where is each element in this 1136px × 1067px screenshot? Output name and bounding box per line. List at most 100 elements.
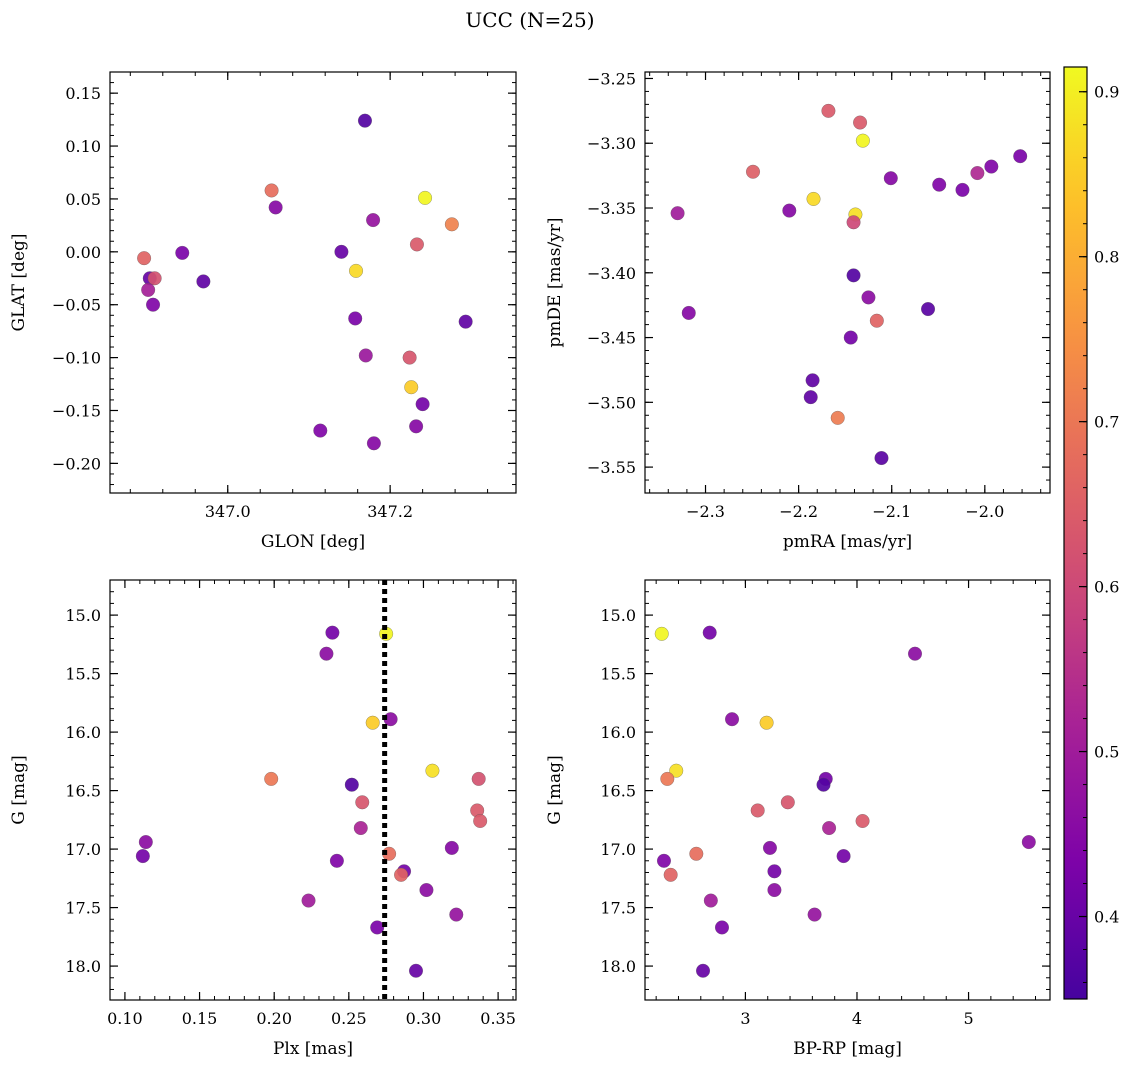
- y-tick-label: −3.30: [587, 134, 636, 153]
- colorbar: 0.4 0.5 0.6 0.7 0.8 0.9: [1063, 66, 1119, 1000]
- colorbar-tick-label: 0.9: [1094, 83, 1119, 102]
- scatter-point: [264, 183, 279, 198]
- y-tick-label: 18.0: [65, 957, 101, 976]
- scatter-point: [970, 165, 985, 181]
- scatter-point: [782, 203, 797, 218]
- scatter-point: [268, 200, 283, 215]
- scatter-point: [344, 777, 359, 792]
- y-tick-label: 0.10: [65, 137, 101, 156]
- x-tick-label: 0.25: [331, 1009, 367, 1028]
- scatter-point: [1021, 835, 1036, 850]
- x-tick-label: 3: [740, 1009, 750, 1028]
- scatter-point: [1013, 149, 1028, 164]
- scatter-point: [137, 251, 152, 266]
- x-tick-label: 347.2: [367, 502, 413, 521]
- y-tick-label: 15.0: [65, 606, 101, 625]
- y-tick-label: 16.5: [65, 782, 101, 801]
- scatter-point: [670, 206, 685, 221]
- scatter-point: [830, 410, 845, 425]
- y-tick-label: 16.5: [600, 782, 636, 801]
- y-tick-label: −0.15: [52, 401, 101, 420]
- y-axis-label: G [mag]: [9, 755, 29, 824]
- scatter-point: [861, 290, 876, 305]
- panel-glon-glat: 347.0 347.2 0.15 0.10 0.05 0.00 −0.05 −0.10 −0.1…: [9, 71, 517, 552]
- scatter-point: [141, 282, 156, 297]
- x-tick-label: 0.20: [256, 1009, 292, 1028]
- scatter-point: [750, 803, 765, 818]
- scatter-point: [370, 920, 385, 935]
- panel-plx-g: 0.10 0.15 0.20 0.25 0.30 0.35 15.0 15.5 16.0 16.5…: [9, 579, 517, 1059]
- scatter-point: [415, 397, 430, 412]
- points: [654, 625, 1036, 978]
- scatter-point: [334, 244, 349, 259]
- figure-title: UCC (N=25): [465, 8, 594, 32]
- scatter-point: [404, 380, 419, 395]
- scatter-point: [402, 350, 417, 365]
- scatter-point: [355, 795, 370, 810]
- scatter-point: [196, 274, 211, 289]
- scatter-point: [319, 646, 334, 661]
- y-tick-label: 15.0: [600, 606, 636, 625]
- scatter-point: [984, 159, 999, 174]
- scatter-point: [656, 853, 672, 868]
- scatter-point: [654, 626, 669, 641]
- scatter-point: [762, 840, 778, 855]
- scatter-point: [846, 268, 861, 283]
- scatter-point: [955, 182, 970, 197]
- scatter-point: [663, 867, 678, 882]
- scatter-point: [874, 450, 889, 466]
- panel-pmra-pmde: −2.3 −2.2 −2.1 −2.0 −3.25 −3.30 −3.35 −3.40 −3.4…: [545, 69, 1051, 552]
- colorbar-tick-label: 0.6: [1094, 578, 1119, 597]
- scatter-point: [348, 311, 363, 326]
- y-tick-label: 0.05: [65, 190, 101, 209]
- x-tick-label: 347.0: [205, 502, 251, 521]
- scatter-point: [418, 190, 433, 205]
- x-tick-label: 0.15: [182, 1009, 218, 1028]
- x-tick-label: 0.10: [107, 1009, 143, 1028]
- scatter-point: [703, 893, 718, 908]
- x-tick-label: −2.2: [779, 502, 818, 521]
- y-axis-label: GLAT [deg]: [9, 233, 29, 331]
- y-tick-label: −3.50: [587, 393, 636, 412]
- scatter-point: [681, 305, 696, 320]
- scatter-point: [394, 867, 409, 882]
- x-tick-label: 5: [963, 1009, 973, 1028]
- x-tick-label: 4: [852, 1009, 862, 1028]
- y-tick-label: 15.5: [65, 665, 101, 684]
- y-tick-label: 16.0: [600, 723, 636, 742]
- x-tick-label: 0.35: [480, 1009, 516, 1028]
- y-tick-label: 17.0: [65, 840, 101, 859]
- scatter-point: [366, 213, 381, 228]
- x-tick-label: −2.0: [965, 502, 1004, 521]
- scatter-point: [471, 771, 486, 786]
- x-axis-label: Plx [mas]: [273, 1039, 353, 1059]
- scatter-point: [425, 763, 440, 778]
- colorbar-gradient: [1063, 66, 1088, 1000]
- y-tick-label: 16.0: [65, 723, 101, 742]
- scatter-point: [138, 835, 153, 850]
- scatter-point: [855, 813, 870, 829]
- scatter-point: [745, 164, 761, 179]
- scatter-point: [836, 849, 851, 864]
- colorbar-tick-label: 0.4: [1094, 908, 1119, 927]
- scatter-point: [348, 263, 364, 278]
- scatter-point: [473, 813, 488, 829]
- axes-layer: 347.0 347.2 0.15 0.10 0.05 0.00 −0.05 −0.10 −0.1…: [9, 69, 1051, 1059]
- y-tick-label: 17.0: [600, 840, 636, 859]
- scatter-point: [724, 712, 740, 727]
- scatter-point: [714, 920, 730, 935]
- colorbar-tick-label: 0.7: [1094, 413, 1119, 432]
- scatter-point: [660, 771, 675, 786]
- scatter-point: [366, 436, 381, 451]
- y-tick-label: −3.45: [587, 329, 636, 348]
- y-tick-label: −3.40: [587, 264, 636, 283]
- scatter-point: [807, 907, 822, 922]
- y-tick-label: 0.00: [65, 243, 101, 262]
- scatter-point: [920, 302, 936, 317]
- x-tick-label: −2.3: [686, 502, 725, 521]
- scatter-point: [135, 849, 150, 864]
- scatter-point: [853, 115, 868, 130]
- scatter-point: [145, 297, 161, 312]
- y-tick-label: −0.05: [52, 296, 101, 315]
